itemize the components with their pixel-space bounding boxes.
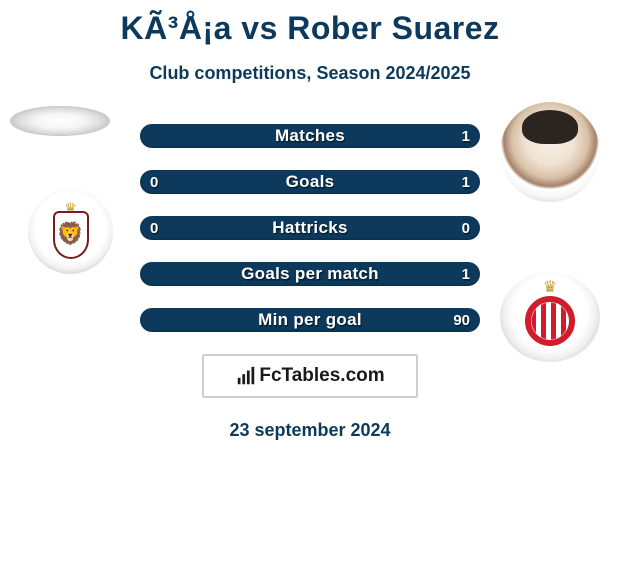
stat-right-value: 1: [462, 262, 470, 286]
comparison-area: ♛ 🦁 ♛ Matches 1 0 Goals 1 0 Hattricks 0: [0, 124, 620, 441]
stats-bars: Matches 1 0 Goals 1 0 Hattricks 0 Goals …: [140, 124, 480, 332]
stat-row-goals-per-match: Goals per match 1: [140, 262, 480, 286]
stat-row-goals: 0 Goals 1: [140, 170, 480, 194]
stat-row-min-per-goal: Min per goal 90: [140, 308, 480, 332]
watermark-text: FcTables.com: [259, 365, 384, 387]
left-player-crest: ♛ 🦁: [28, 189, 113, 274]
watermark: FcTables.com: [202, 354, 418, 398]
bar-chart-icon: [235, 365, 257, 387]
stat-label: Matches: [275, 126, 345, 146]
page-title: KÃ³Å¡a vs Rober Suarez: [0, 0, 620, 47]
sporting-crest-icon: ♛: [521, 286, 579, 348]
stat-row-matches: Matches 1: [140, 124, 480, 148]
subtitle: Club competitions, Season 2024/2025: [0, 63, 620, 84]
stat-left-value: 0: [150, 170, 158, 194]
stat-label: Hattricks: [272, 218, 347, 238]
right-player-crest: ♛: [500, 272, 600, 362]
right-player-photo: [500, 102, 600, 202]
stat-right-value: 0: [462, 216, 470, 240]
stat-label: Min per goal: [258, 310, 362, 330]
left-player-photo: [10, 106, 110, 136]
stat-right-value: 1: [462, 170, 470, 194]
stat-left-value: 0: [150, 216, 158, 240]
stat-right-value: 90: [453, 308, 470, 332]
zaragoza-crest-icon: ♛ 🦁: [49, 205, 93, 259]
stat-label: Goals per match: [241, 264, 379, 284]
stat-label: Goals: [286, 172, 335, 192]
stat-row-hattricks: 0 Hattricks 0: [140, 216, 480, 240]
stat-right-value: 1: [462, 124, 470, 148]
date-text: 23 september 2024: [0, 420, 620, 441]
